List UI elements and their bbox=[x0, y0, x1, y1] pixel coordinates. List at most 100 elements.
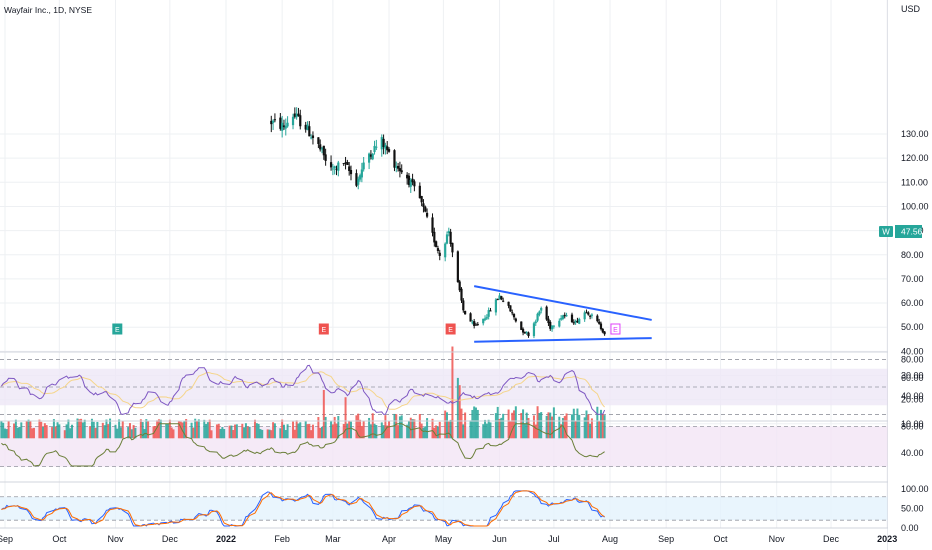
volume-bar bbox=[221, 427, 224, 439]
time-tick-label: Sep bbox=[658, 534, 674, 544]
volume-bar bbox=[346, 423, 349, 439]
currency-label: USD bbox=[901, 4, 921, 14]
volume-bar bbox=[297, 423, 300, 439]
volume-bar bbox=[368, 417, 371, 439]
volume-bar bbox=[311, 424, 314, 439]
candle-body bbox=[574, 320, 577, 323]
volume-bar bbox=[167, 423, 170, 439]
candle-body bbox=[400, 170, 403, 173]
earnings-marker-future[interactable] bbox=[610, 323, 621, 335]
volume-bar bbox=[219, 428, 222, 439]
volume-bar bbox=[601, 414, 604, 439]
volume-bar bbox=[590, 418, 593, 439]
symbol-badge bbox=[879, 226, 893, 237]
volume-bar bbox=[109, 418, 112, 439]
candle-body bbox=[534, 321, 537, 324]
volume-bar bbox=[330, 420, 333, 439]
time-tick-label: Dec bbox=[162, 534, 179, 544]
time-axis[interactable]: Sep Oct Nov Dec 2022 Feb Mar Apr May Jun Jul Aug Sep… bbox=[0, 534, 897, 544]
volume-bar bbox=[7, 420, 10, 439]
candle-body bbox=[337, 162, 340, 171]
volume-bar bbox=[458, 385, 461, 439]
candle-body bbox=[322, 145, 325, 156]
volume-bar bbox=[599, 409, 602, 439]
volume-bar bbox=[192, 427, 195, 439]
volume-bar bbox=[121, 421, 124, 439]
price-tick-label: 130.00 bbox=[901, 129, 929, 139]
candle-body bbox=[540, 307, 543, 311]
candle-body bbox=[273, 119, 277, 121]
volume-bar bbox=[589, 423, 592, 439]
candle-body bbox=[601, 328, 604, 333]
volume-bar bbox=[255, 423, 258, 439]
candle-body bbox=[291, 116, 295, 126]
volume-bar bbox=[179, 421, 182, 439]
last-price-badge bbox=[895, 225, 922, 238]
candle-body bbox=[369, 154, 373, 157]
volume-bar bbox=[536, 406, 539, 439]
rsi-line bbox=[0, 364, 606, 415]
volume-bar bbox=[134, 427, 137, 439]
volume-bar bbox=[101, 422, 104, 439]
stoch-tick-label: 0.00 bbox=[901, 523, 919, 533]
candle-body bbox=[304, 124, 307, 130]
volume-bar bbox=[431, 418, 434, 439]
trendline-upper[interactable] bbox=[473, 285, 652, 321]
candle-body bbox=[375, 146, 378, 148]
volume-bar bbox=[444, 410, 447, 439]
candle-body bbox=[570, 314, 574, 323]
candle-body bbox=[502, 300, 505, 302]
volume-bar bbox=[194, 418, 197, 439]
volume-bar bbox=[447, 421, 450, 439]
price-axis[interactable]: USD 130.00120.00110.00100.0090.0080.0070… bbox=[901, 4, 929, 533]
candle-body bbox=[514, 318, 517, 322]
candle-body bbox=[411, 178, 414, 183]
volume-bar bbox=[76, 418, 79, 439]
price-tick-label: 70.00 bbox=[901, 274, 924, 284]
volume-bar bbox=[67, 419, 70, 439]
stoch-tick-label: 100.00 bbox=[901, 484, 929, 494]
candle-body bbox=[420, 196, 423, 203]
volume-bar bbox=[292, 421, 295, 439]
volume-bar bbox=[272, 422, 275, 439]
candle-body bbox=[458, 281, 461, 291]
price-candles[interactable] bbox=[270, 107, 606, 339]
candle-body bbox=[507, 301, 510, 306]
volume-bar bbox=[534, 424, 537, 439]
volume-bar bbox=[257, 423, 260, 439]
chart-title: Wayfair Inc., 1D, NYSE bbox=[4, 5, 92, 15]
volume-bar bbox=[585, 410, 588, 439]
osc2-tick-label: 80.00 bbox=[901, 421, 924, 431]
volume-bar bbox=[348, 420, 351, 439]
candle-body bbox=[500, 296, 503, 300]
candle-body bbox=[424, 206, 427, 212]
volume-bar bbox=[210, 430, 213, 439]
volume-bar bbox=[25, 421, 28, 439]
earnings-marker-past-red[interactable] bbox=[318, 323, 329, 335]
volume-bar bbox=[51, 427, 54, 439]
earnings-marker-past-red[interactable] bbox=[445, 323, 456, 335]
volume-bar bbox=[335, 423, 338, 439]
volume-bar bbox=[511, 412, 514, 439]
volume-bar bbox=[362, 421, 365, 439]
volume-bar bbox=[484, 419, 487, 439]
volume-bar bbox=[406, 424, 409, 439]
volume-bar bbox=[78, 419, 81, 439]
trendlines[interactable] bbox=[473, 285, 652, 343]
volume-bar bbox=[456, 377, 459, 439]
earnings-marker-past-green[interactable] bbox=[112, 323, 123, 335]
candle-body bbox=[438, 252, 441, 256]
candle-body bbox=[552, 325, 555, 327]
volume-bar bbox=[243, 427, 246, 439]
candle-body bbox=[527, 332, 530, 337]
candle-body bbox=[483, 318, 487, 320]
candle-body bbox=[360, 169, 363, 178]
volume-bar bbox=[234, 424, 237, 439]
time-tick-label: Aug bbox=[602, 534, 618, 544]
volume-bar bbox=[266, 429, 269, 439]
time-tick-label: Apr bbox=[382, 534, 396, 544]
trendline-lower[interactable] bbox=[474, 337, 652, 343]
price-axis-panel[interactable] bbox=[888, 0, 932, 550]
